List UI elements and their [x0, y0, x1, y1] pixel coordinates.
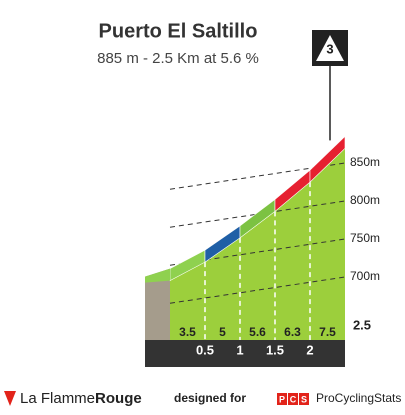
gradient-strip-side [145, 268, 170, 283]
gradient-strip [309, 135, 346, 183]
category-label: 3 [326, 41, 333, 56]
y-tick-label: 850m [350, 155, 380, 169]
designed-for: designed for [174, 391, 246, 405]
x-tick-label: 2.5 [353, 317, 371, 332]
y-tick-label: 700m [350, 269, 380, 283]
brand-part: La Flamme [20, 390, 95, 407]
y-tick-label: 750m [350, 231, 380, 245]
x-tick-label: 1.5 [266, 342, 284, 357]
grid-line [169, 276, 346, 304]
brand: La FlammeRouge [20, 390, 142, 407]
gradient-label: 6.3 [284, 325, 301, 339]
x-tick-label: 0.5 [196, 342, 214, 357]
gradient-label: 3.5 [179, 325, 196, 339]
pcs-name: ProCyclingStats [316, 391, 401, 405]
gradient-label: 7.5 [319, 325, 336, 339]
badge-triangle [316, 35, 344, 61]
pcs-letter: S [301, 394, 307, 404]
brand-part: Rouge [95, 390, 142, 407]
chart-subtitle: 885 m - 2.5 Km at 5.6 % [97, 50, 259, 67]
grid-line [169, 200, 346, 228]
gradient-label: 5 [219, 325, 226, 339]
distance-band [145, 340, 345, 367]
x-tick-label: 2 [306, 342, 313, 357]
pcs-box [299, 393, 309, 405]
chart-title: Puerto El Saltillo [99, 20, 258, 42]
pcs-letter: P [279, 394, 285, 404]
gradient-label: 5.6 [249, 325, 266, 339]
x-tick-label: 1 [236, 342, 243, 357]
pcs-box [277, 393, 287, 405]
footer: La FlammeRouge designed for ProCyclingSt… [4, 390, 401, 407]
pcs-letter: C [290, 394, 297, 404]
brand-icon [4, 391, 16, 406]
y-tick-label: 800m [350, 193, 380, 207]
pcs-box [288, 393, 298, 405]
